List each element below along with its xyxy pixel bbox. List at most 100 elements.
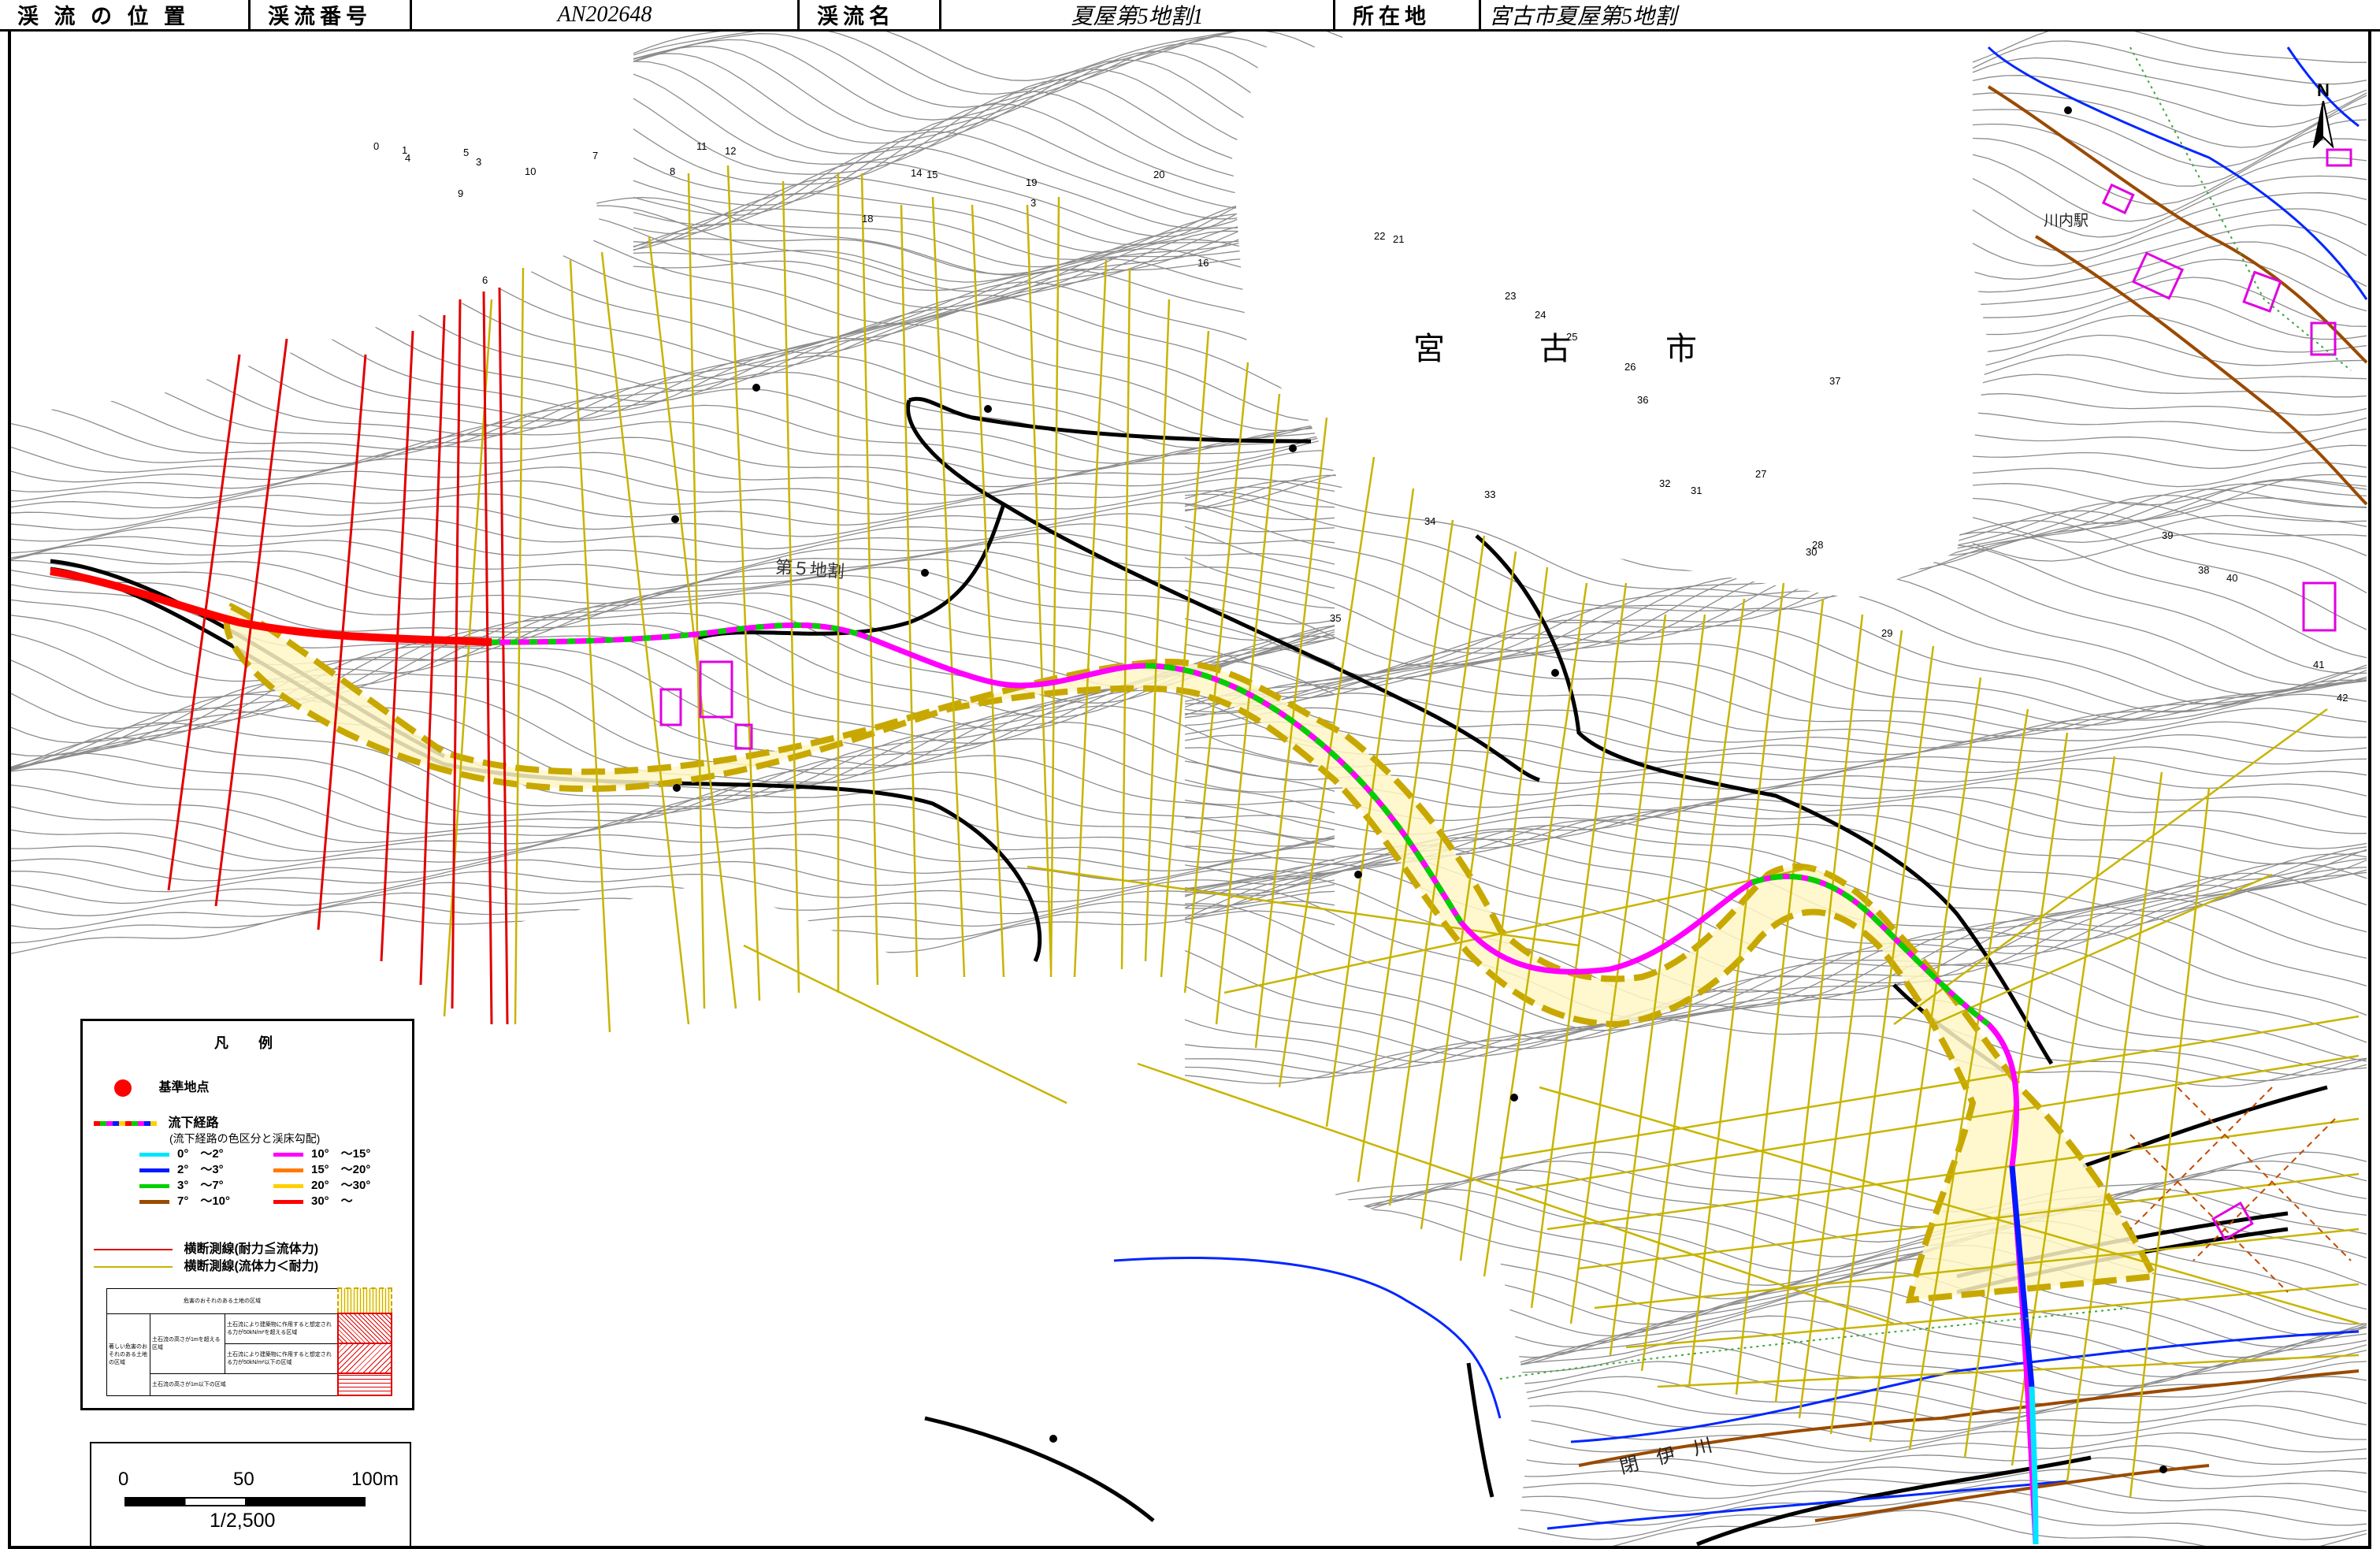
- contour-line: [1184, 662, 2367, 737]
- contour-line: [11, 339, 1335, 440]
- title-bar: 渓 流 の 位 置 渓流番号 AN202648 渓流名 夏屋第5地割1 所在地 …: [0, 0, 2380, 32]
- survey-number: 5: [463, 147, 469, 158]
- contour-line: [1972, 444, 2367, 470]
- cross-section-line: [1215, 393, 1281, 1025]
- map-frame: 0 1 4 5 3 9 10 7 8 11 12 14 15 18 19 3 20 16 22 21 6 23 24 25 26…: [8, 32, 2371, 1549]
- city-label: 宮 古 市: [1413, 331, 1697, 366]
- survey-number: 28: [1812, 539, 1823, 551]
- contour-line: [11, 490, 1335, 526]
- cross-section-line: [2066, 771, 2163, 1482]
- contour-line: [1972, 479, 2367, 506]
- cross-section-line: [1026, 204, 1053, 970]
- survey-number: 8: [670, 165, 675, 177]
- contour-line: [1184, 845, 2367, 967]
- survey-number: 19: [1026, 176, 1037, 188]
- slope-range-label: 30° 〜: [311, 1194, 353, 1208]
- contour-line: [633, 69, 1343, 165]
- contour-line: [1972, 137, 2367, 205]
- contour-line: [11, 689, 1335, 793]
- flow-path-swatch: [94, 1120, 157, 1126]
- contour-line: [1972, 533, 2367, 562]
- contour-line: [1184, 1003, 2367, 1082]
- contour-line: [1972, 241, 2367, 293]
- survey-number: 14: [911, 167, 922, 179]
- contour-line: [1184, 590, 2367, 707]
- contour-line: [11, 464, 1335, 505]
- contour-line: [1184, 884, 2367, 1020]
- survey-number: 1: [402, 144, 407, 156]
- contour-line: [1972, 428, 2367, 451]
- contour-line: [1972, 373, 2367, 398]
- stream-number-value: AN202648: [412, 0, 800, 29]
- survey-number: 6: [482, 274, 488, 286]
- hazard-zone: [223, 602, 2159, 1304]
- survey-number: 3: [476, 156, 481, 168]
- contour-line: [1972, 354, 2367, 380]
- scale-tick-0: 0: [118, 1469, 129, 1490]
- contour-line: [1184, 493, 2367, 611]
- red-dot-icon: [114, 1079, 132, 1097]
- zone-height-under-swatch: [337, 1373, 392, 1396]
- survey-number: 11: [696, 140, 707, 152]
- contour-line: [1184, 510, 2367, 640]
- cross-section-line: [726, 165, 761, 1001]
- cross-section-line: [1546, 1117, 2360, 1231]
- survey-number: 41: [2313, 659, 2324, 670]
- survey-number: 3: [1030, 197, 1036, 209]
- cross-section-line: [1357, 519, 1454, 1183]
- survey-number: 37: [1829, 375, 1840, 387]
- contour-line: [1972, 277, 2367, 327]
- contour-line: [11, 477, 1335, 515]
- cross-section-line: [1049, 196, 1060, 978]
- north-label: N: [2317, 80, 2330, 100]
- contour-line: [633, 258, 1343, 292]
- slope-range-label: 3° 〜7°: [177, 1179, 224, 1192]
- survey-number: 10: [525, 165, 536, 177]
- cross-section-line: [514, 267, 525, 1025]
- cross-section-line: [1073, 259, 1108, 978]
- scale-bar-graphic: [124, 1497, 366, 1506]
- contour-line: [11, 737, 1335, 816]
- contour-line: [1972, 392, 2367, 416]
- cross-section-line: [1325, 488, 1415, 1127]
- contour-line: [1972, 208, 2367, 266]
- contour-line: [1184, 678, 2367, 742]
- location-value: 宮古市夏屋第5地割: [1489, 4, 1677, 29]
- cross-section-line: [1027, 865, 1580, 947]
- slope-legend-item: 2° 〜3°: [139, 1163, 224, 1176]
- contour-line: [11, 784, 1335, 847]
- survey-number: 29: [1881, 627, 1892, 639]
- survey-number: 26: [1624, 361, 1636, 373]
- flow-path: [50, 567, 2039, 1545]
- contour-line: [11, 421, 1335, 480]
- station-label: 川内駅: [2044, 213, 2089, 229]
- zone-over-50-swatch: [337, 1313, 392, 1344]
- contour-line: [1972, 119, 2367, 187]
- cross-section-line: [1735, 598, 1825, 1395]
- cross-section-line: [1278, 456, 1376, 1088]
- contour-line: [11, 859, 1335, 893]
- cross-lines-red: [167, 287, 509, 1025]
- survey-number: 23: [1505, 290, 1516, 302]
- survey-number: 40: [2226, 572, 2237, 584]
- cross-section-line: [1420, 551, 1517, 1230]
- scale-tick-50: 50: [233, 1469, 254, 1490]
- contour-line: [1972, 334, 2367, 369]
- contour-line: [11, 705, 1335, 801]
- contour-line: [1972, 462, 2367, 488]
- zone-over-50-label: 土石流により建築物に作用すると想定される力が50kN/m²を超える区域: [225, 1313, 339, 1344]
- contour-line: [1184, 486, 2367, 600]
- cross-section-line: [1483, 582, 1588, 1277]
- survey-number: 31: [1691, 485, 1702, 496]
- survey-number: 20: [1153, 169, 1164, 180]
- contour-line: [11, 819, 1335, 863]
- contour-line: [1972, 514, 2367, 544]
- contour-line: [633, 79, 1343, 176]
- scale-tick-100: 100m: [351, 1469, 399, 1490]
- contour-line: [633, 91, 1343, 188]
- contour-line: [633, 32, 1343, 95]
- cross-section-line: [1515, 1054, 2360, 1191]
- spot-points: [671, 106, 2167, 1473]
- contour-line: [1972, 57, 2367, 106]
